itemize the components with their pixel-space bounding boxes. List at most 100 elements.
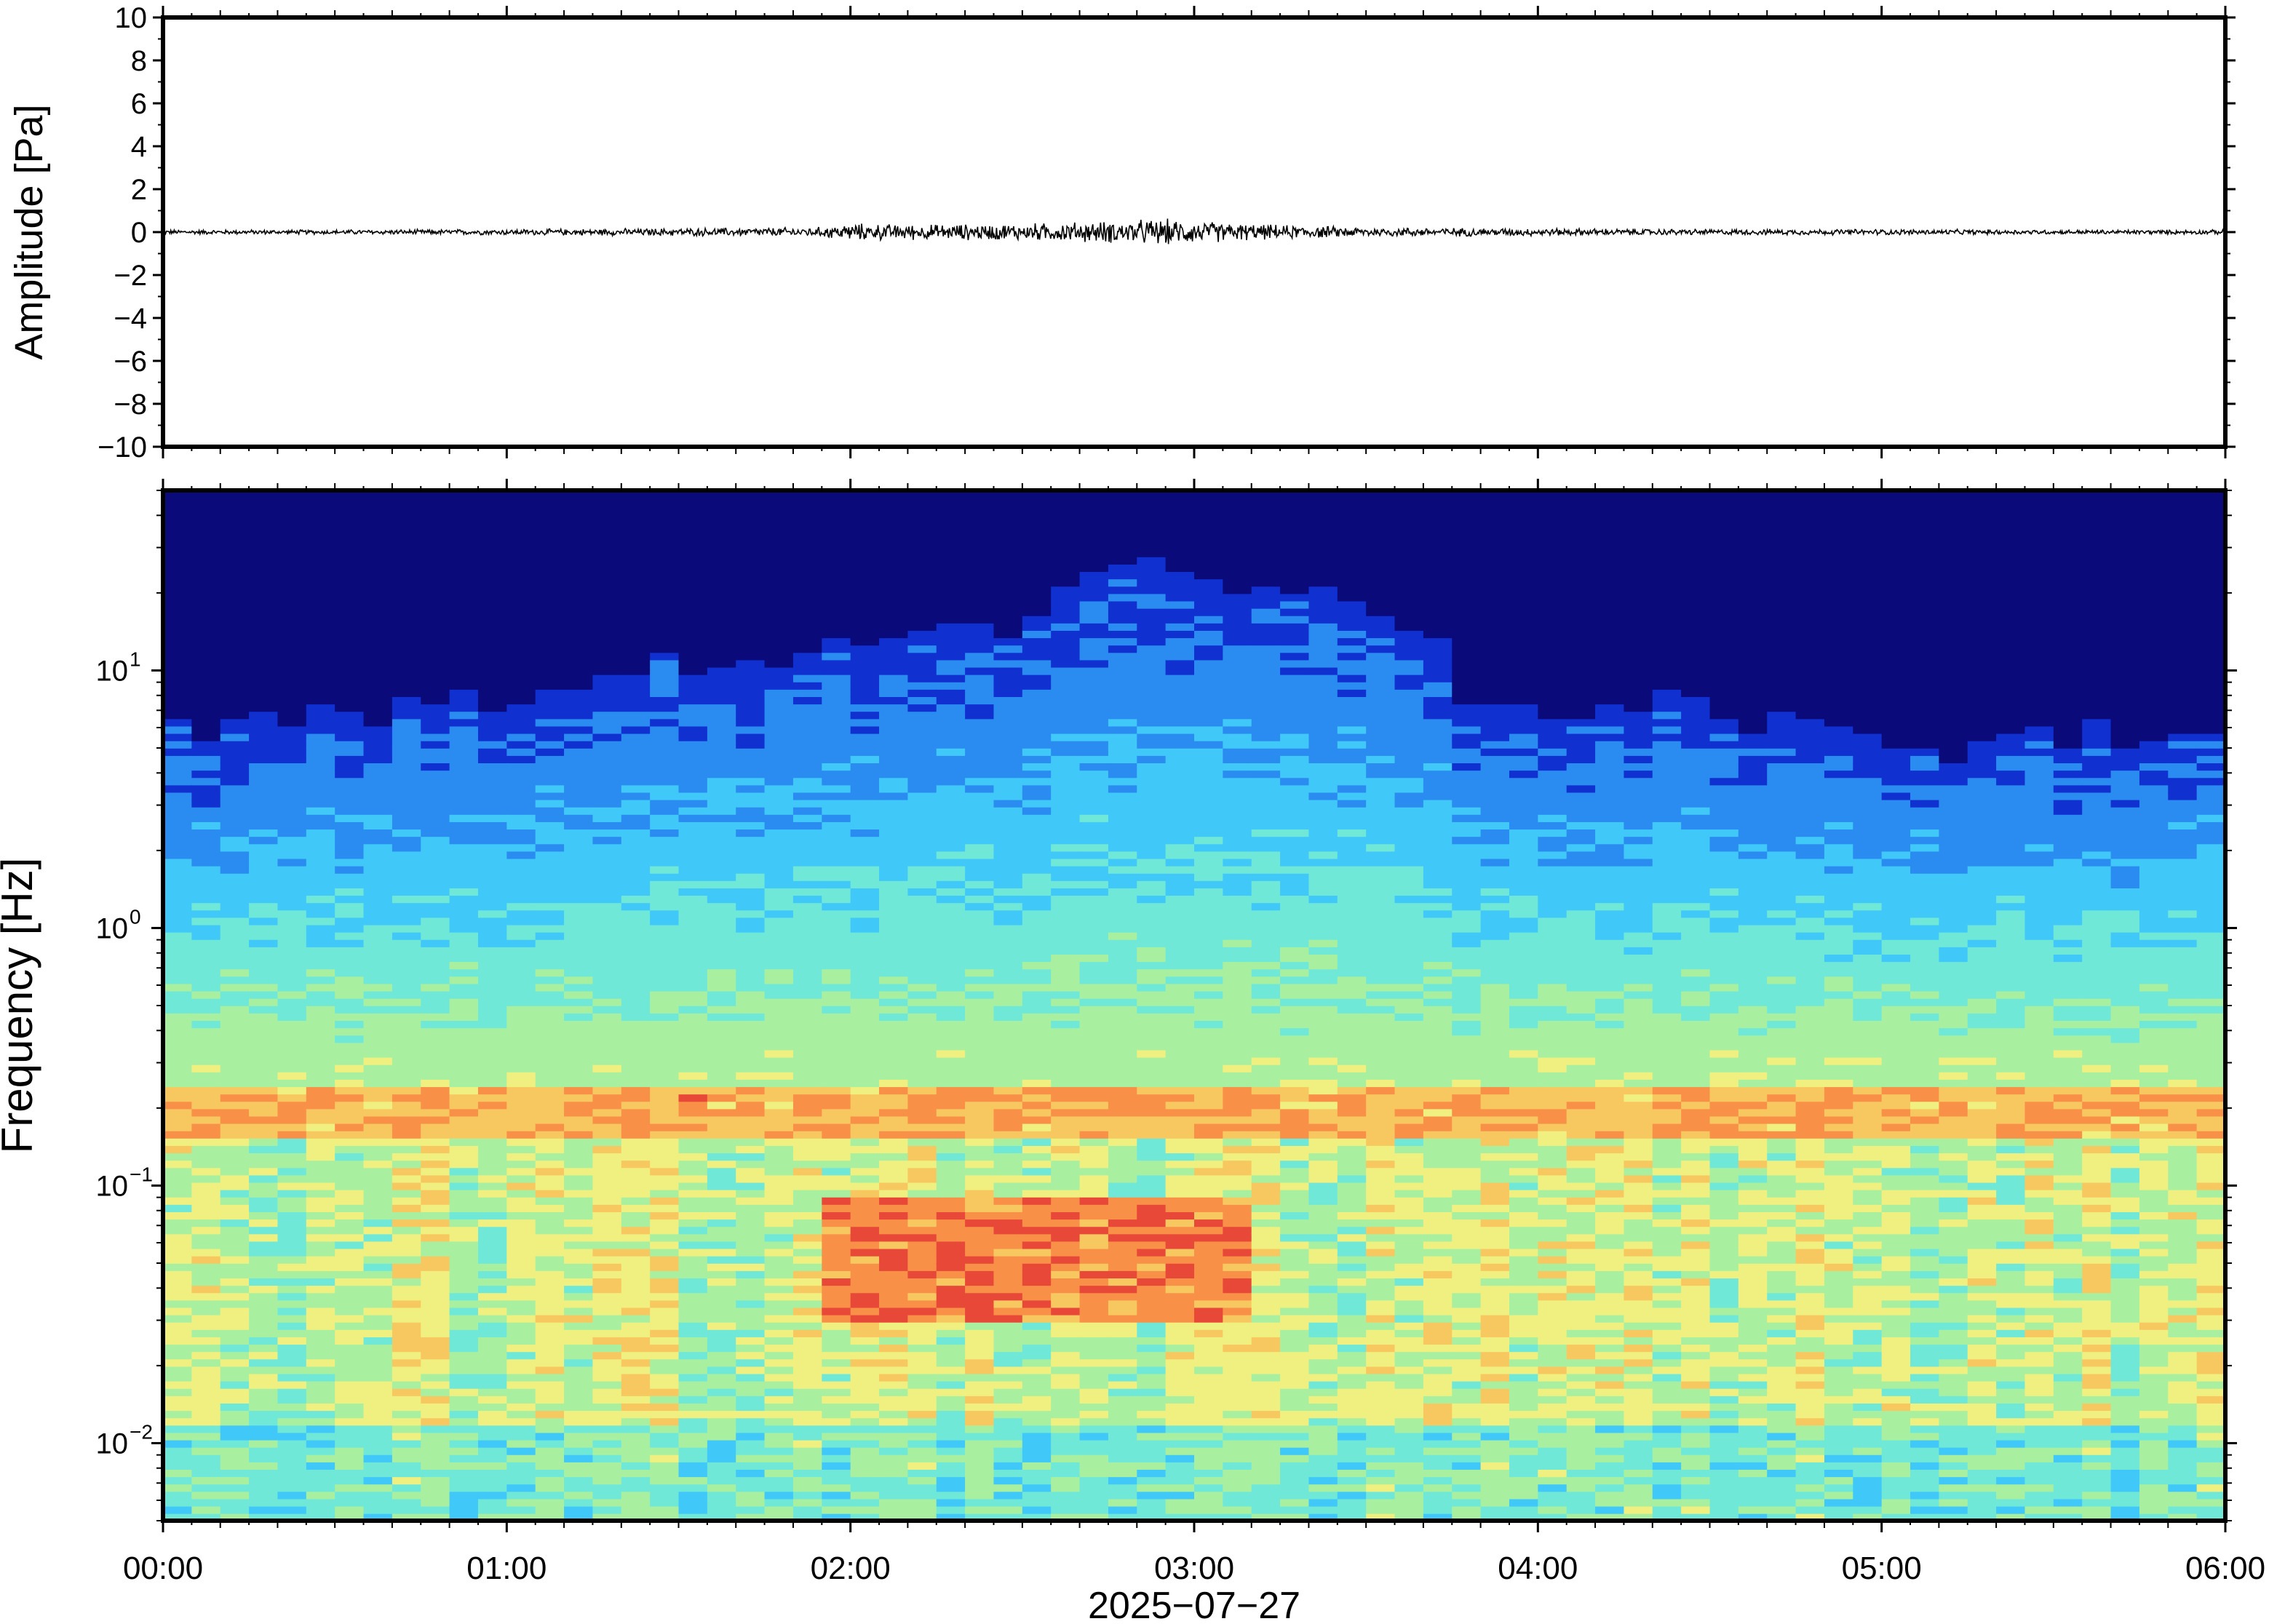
spectrogram-cell (220, 924, 250, 933)
spectrogram-cell (965, 851, 995, 859)
spectrogram-cell (592, 1182, 622, 1190)
spectrogram-cell (650, 704, 680, 712)
spectrogram-cell (764, 1042, 794, 1051)
spectrogram-cell (850, 1072, 880, 1080)
spectrogram-cell (621, 902, 651, 911)
spectrogram-cell (535, 711, 565, 720)
spectrogram-cell (993, 1396, 1023, 1404)
spectrogram-cell (535, 1013, 565, 1022)
spectrogram-cell (220, 1035, 250, 1043)
spectrogram-cell (1079, 1351, 1109, 1360)
spectrogram-cell (879, 1196, 909, 1205)
spectrogram-cell (650, 541, 680, 550)
spectrogram-cell (220, 615, 250, 624)
spectrogram-cell (335, 557, 365, 565)
spectrogram-cell (707, 571, 737, 580)
spectrogram-cell (1051, 799, 1081, 808)
spectrogram-cell (1022, 872, 1052, 881)
spectrogram-cell (506, 733, 536, 741)
spectrogram-cell (993, 637, 1023, 646)
spectrogram-cell (249, 1189, 279, 1198)
spectrogram-cell (993, 1056, 1023, 1065)
spectrogram-cell (335, 1403, 365, 1412)
spectrogram-cell (764, 520, 794, 528)
spectrogram-cell (163, 1484, 193, 1492)
spectrogram-cell (1108, 872, 1138, 881)
spectrogram-cell (306, 571, 335, 580)
spectrogram-cell (650, 711, 680, 720)
spectrogram-cell (822, 998, 851, 1006)
spectrogram-cell (249, 564, 279, 573)
spectrogram-cell (163, 851, 193, 859)
spectrogram-cell (564, 1211, 594, 1220)
spectrogram-cell (822, 1145, 851, 1154)
spectrogram-cell (907, 1307, 937, 1315)
spectrogram-cell (621, 623, 651, 631)
spectrogram-cell (707, 829, 737, 837)
spectrogram-cell (1051, 872, 1081, 881)
spectrogram-cell (506, 1072, 536, 1080)
spectrogram-cell (163, 1035, 193, 1043)
spectrogram-cell (736, 1337, 766, 1345)
spectrogram-cell (850, 1278, 880, 1286)
spectrogram-cell (535, 1006, 565, 1014)
spectrogram-cell (736, 1446, 766, 1455)
spectrogram-cell (363, 541, 393, 550)
spectrogram-cell (792, 630, 823, 639)
spectrogram-cell (678, 1469, 708, 1478)
spectrogram-cell (792, 851, 823, 859)
spectrogram-cell (449, 586, 479, 594)
spectrogram-cell (1079, 659, 1109, 668)
spectrogram-cell (621, 593, 651, 602)
spectrogram-cell (850, 763, 880, 771)
spectrogram-cell (277, 600, 307, 609)
spectrogram-cell (335, 674, 365, 682)
spectrogram-cell (621, 806, 651, 815)
spectrogram-cell (736, 1351, 766, 1360)
spectrogram-cell (1108, 763, 1138, 771)
spectrogram-cell (822, 623, 851, 631)
spectrogram-cell (792, 983, 823, 992)
spectrogram-cell (678, 1042, 708, 1051)
spectrogram-cell (678, 1513, 708, 1521)
spectrogram-cell (879, 990, 909, 999)
spectrogram-cell (792, 1013, 823, 1022)
spectrogram-cell (249, 1094, 279, 1102)
spectrogram-cell (477, 733, 508, 741)
spectrogram-cell (822, 733, 851, 741)
spectrogram-cell (792, 1219, 823, 1227)
spectrogram-cell (650, 1491, 680, 1500)
spectrogram-cell (1137, 1469, 1167, 1478)
spectrogram-cell (678, 1204, 708, 1212)
spectrogram-cell (392, 711, 422, 720)
spectrogram-cell (736, 1101, 766, 1110)
spectrogram-cell (764, 600, 794, 609)
spectrogram-cell (764, 858, 794, 867)
spectrogram-cell (421, 1064, 450, 1072)
spectrogram-cell (621, 1410, 651, 1419)
spectrogram-cell (592, 1160, 622, 1169)
spectrogram-cell (449, 1425, 479, 1433)
spectrogram-cell (822, 947, 851, 955)
spectrogram-cell (592, 976, 622, 984)
spectrogram-cell (1022, 799, 1052, 808)
spectrogram-cell (1079, 1042, 1109, 1051)
spectrogram-cell (621, 564, 651, 573)
spectrogram-cell (535, 1513, 565, 1521)
spectrogram-cell (421, 983, 450, 992)
spectrogram-cell (879, 1123, 909, 1131)
spectrogram-cell (335, 1035, 365, 1043)
spectrogram-cell (965, 1446, 995, 1455)
spectrogram-cell (621, 578, 651, 587)
spectrogram-cell (764, 623, 794, 631)
spectrogram-cell (879, 1094, 909, 1102)
spectrogram-cell (277, 1462, 307, 1470)
spectrogram-cell (249, 947, 279, 955)
spectrogram-cell (1022, 990, 1052, 999)
spectrogram-cell (936, 666, 966, 675)
spectrogram-cell (621, 998, 651, 1006)
spectrogram-cell (1051, 1079, 1081, 1088)
spectrogram-cell (707, 961, 737, 970)
spectrogram-cell (564, 571, 594, 580)
spectrogram-cell (363, 608, 393, 616)
